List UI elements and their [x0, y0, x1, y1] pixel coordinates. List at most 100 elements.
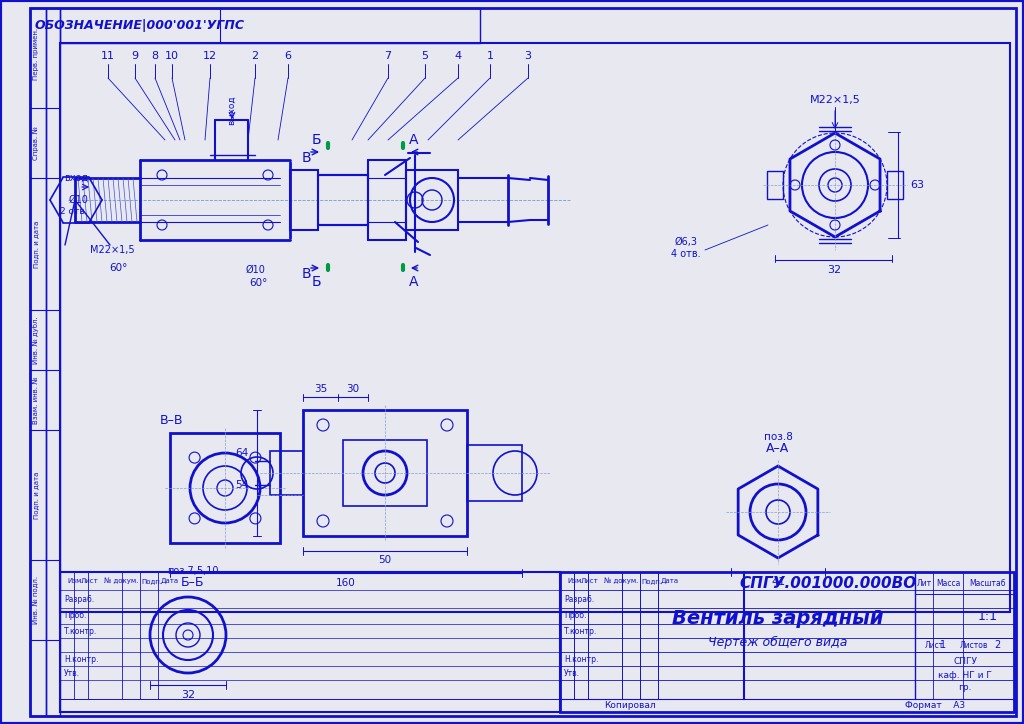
Text: 32: 32: [181, 690, 195, 700]
Text: 9: 9: [131, 51, 138, 61]
Bar: [290, 170, 318, 230]
Text: Дата: Дата: [161, 578, 179, 584]
Text: Подп. и дата: Подп. и дата: [33, 471, 39, 518]
Text: 1: 1: [940, 640, 946, 650]
Bar: [30, 8, 46, 716]
Text: Справ. №: Справ. №: [33, 126, 39, 160]
Bar: [270, 451, 303, 495]
Text: 2: 2: [252, 51, 259, 61]
Bar: [467, 445, 522, 501]
Text: Лист: Лист: [81, 578, 98, 584]
Text: Листов: Листов: [961, 641, 988, 649]
Text: Разраб.: Разраб.: [564, 594, 594, 604]
Text: Разраб.: Разраб.: [63, 594, 94, 604]
Text: Лист: Лист: [581, 578, 599, 584]
Text: СПГУ.001000.000ВО: СПГУ.001000.000ВО: [739, 576, 916, 591]
Text: А–А: А–А: [766, 442, 790, 455]
Text: Утв.: Утв.: [564, 668, 580, 678]
Text: Подп.: Подп.: [641, 578, 662, 584]
Text: 6: 6: [285, 51, 292, 61]
Text: Т.контр.: Т.контр.: [63, 626, 97, 636]
Text: 2: 2: [994, 640, 1000, 650]
Text: Н.контр.: Н.контр.: [63, 654, 98, 663]
Text: Взам. инв. №: Взам. инв. №: [33, 376, 39, 424]
Text: СПГУ: СПГУ: [953, 657, 977, 667]
Text: вход: вход: [63, 173, 88, 183]
Text: Инв. № дубл.: Инв. № дубл.: [33, 316, 39, 364]
Text: Лит: Лит: [916, 578, 932, 587]
Text: 12: 12: [203, 51, 217, 61]
Bar: [60, 43, 1010, 612]
Text: 54: 54: [236, 480, 249, 490]
Bar: [60, 8, 480, 43]
Text: Формат    А3: Формат А3: [905, 702, 965, 710]
Bar: [767, 171, 783, 199]
Text: Ø10: Ø10: [245, 265, 265, 275]
Text: 35: 35: [314, 384, 328, 394]
Text: выход: выход: [227, 95, 237, 125]
Text: 50: 50: [379, 555, 391, 565]
Text: Т.контр.: Т.контр.: [564, 626, 597, 636]
Text: Изм.: Изм.: [67, 578, 84, 584]
Text: каф. НГ и Г: каф. НГ и Г: [938, 670, 992, 680]
Bar: [46, 8, 60, 716]
Bar: [60, 572, 560, 712]
Text: Вентиль зарядный: Вентиль зарядный: [673, 610, 884, 628]
Text: Проб.: Проб.: [564, 612, 587, 620]
Text: Утв.: Утв.: [63, 668, 80, 678]
Text: В–В: В–В: [160, 413, 183, 426]
Text: 1:1: 1:1: [978, 610, 998, 623]
Text: А: А: [410, 275, 419, 289]
Text: 41: 41: [771, 577, 785, 587]
Text: Б: Б: [311, 133, 321, 147]
Text: Подп.: Подп.: [141, 578, 162, 584]
Bar: [887, 171, 903, 199]
Text: 30: 30: [346, 384, 359, 394]
Text: Дата: Дата: [662, 578, 679, 584]
Text: Масса: Масса: [936, 578, 961, 587]
Text: 10: 10: [165, 51, 179, 61]
Text: 7: 7: [384, 51, 391, 61]
Text: № докум.: № докум.: [104, 578, 138, 584]
Text: 3: 3: [524, 51, 531, 61]
Text: 2 отв.: 2 отв.: [60, 208, 88, 216]
Text: гр.: гр.: [958, 683, 972, 692]
Bar: [343, 440, 427, 506]
Text: М22×1,5: М22×1,5: [810, 95, 860, 105]
Text: Лист: Лист: [925, 641, 944, 649]
Text: № докум.: № докум.: [604, 578, 638, 584]
Text: В: В: [301, 267, 311, 281]
Text: Проб.: Проб.: [63, 612, 86, 620]
Text: 4: 4: [455, 51, 462, 61]
Text: 5: 5: [422, 51, 428, 61]
Text: Инв. № подл.: Инв. № подл.: [33, 576, 39, 624]
Text: Б: Б: [311, 275, 321, 289]
Text: 11: 11: [101, 51, 115, 61]
Text: Ø10: Ø10: [69, 195, 88, 205]
Text: 63: 63: [910, 180, 924, 190]
Text: 60°: 60°: [249, 278, 267, 288]
Bar: [318, 175, 368, 225]
Bar: [170, 433, 280, 543]
Text: М22×1,5: М22×1,5: [90, 245, 134, 255]
Text: Перв. примен.: Перв. примен.: [33, 28, 39, 80]
Text: Изм.: Изм.: [567, 578, 584, 584]
Text: 4 отв.: 4 отв.: [671, 249, 700, 259]
Bar: [406, 170, 458, 230]
Text: Масштаб: Масштаб: [970, 578, 1007, 587]
Text: Копировал: Копировал: [604, 702, 655, 710]
Bar: [368, 160, 406, 240]
Text: В: В: [301, 151, 311, 165]
Bar: [560, 572, 1014, 712]
Text: 8: 8: [152, 51, 159, 61]
Text: А: А: [410, 133, 419, 147]
Text: поз.7,5,10: поз.7,5,10: [167, 566, 219, 576]
Text: 64: 64: [236, 448, 249, 458]
Text: Подп. и дата: Подп. и дата: [33, 220, 39, 268]
Text: 60°: 60°: [109, 263, 127, 273]
Text: Б–Б: Б–Б: [181, 576, 205, 589]
Text: Ø6,3: Ø6,3: [675, 237, 697, 247]
Text: ОБОЗНАЧЕНИЕ|000'001'УГПС: ОБОЗНАЧЕНИЕ|000'001'УГПС: [35, 19, 245, 32]
Text: 160: 160: [336, 578, 356, 588]
Text: Чертеж общего вида: Чертеж общего вида: [709, 636, 848, 649]
